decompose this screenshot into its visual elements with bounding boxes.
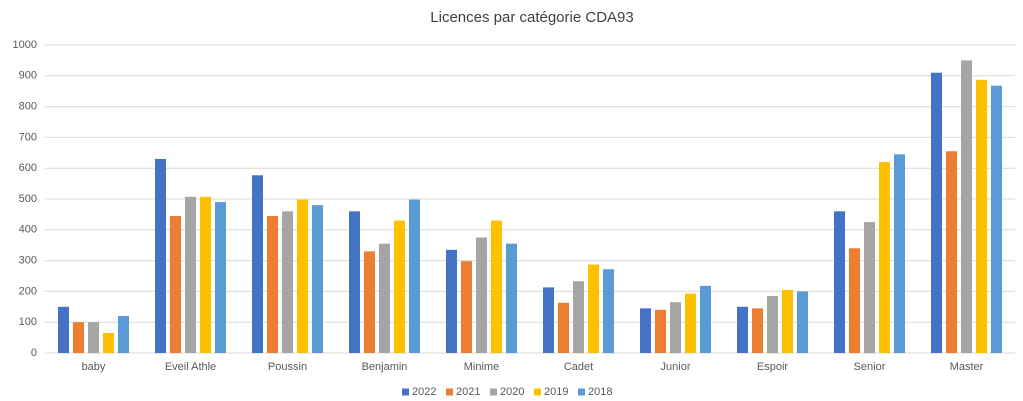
y-tick-label: 400: [19, 224, 37, 236]
bar: [409, 199, 420, 353]
x-tick-label: Minime: [464, 361, 499, 373]
bar: [991, 85, 1002, 353]
bar: [573, 281, 584, 353]
bar: [558, 302, 569, 353]
x-tick-label: baby: [82, 361, 106, 373]
y-tick-label: 1000: [13, 39, 37, 51]
legend-label: 2019: [544, 386, 568, 398]
chart-title: Licences par catégorie CDA93: [430, 9, 633, 26]
bar: [155, 158, 166, 353]
bar: [118, 316, 129, 353]
bar: [170, 215, 181, 353]
bar: [267, 215, 278, 353]
legend-label: 2018: [588, 386, 612, 398]
x-tick-label: Poussin: [268, 361, 307, 373]
bar: [543, 287, 554, 353]
bar: [879, 162, 890, 353]
bar: [603, 269, 614, 353]
bar: [506, 243, 517, 353]
y-tick-label: 300: [19, 255, 37, 267]
x-tick-label: Eveil Athle: [165, 361, 216, 373]
bar: [849, 248, 860, 353]
bar: [640, 308, 651, 353]
x-tick-label: Benjamin: [362, 361, 408, 373]
bar: [185, 196, 196, 353]
legend-label: 2021: [456, 386, 480, 398]
bar: [103, 332, 114, 353]
bar: [200, 196, 211, 353]
bar: [894, 154, 905, 353]
legend-label: 2020: [500, 386, 524, 398]
bar: [782, 289, 793, 353]
bar: [364, 251, 375, 353]
bar: [931, 72, 942, 353]
y-tick-label: 0: [31, 347, 37, 359]
x-tick-label: Junior: [661, 361, 691, 373]
bar: [282, 211, 293, 353]
x-tick-label: Master: [950, 361, 984, 373]
bar: [685, 293, 696, 353]
bar: [349, 211, 360, 353]
bar: [737, 306, 748, 353]
bar: [312, 205, 323, 353]
bar: [670, 302, 681, 353]
y-tick-label: 100: [19, 316, 37, 328]
bar: [864, 222, 875, 353]
y-tick-label: 700: [19, 131, 37, 143]
bar: [946, 151, 957, 353]
bar: [73, 322, 84, 353]
x-tick-label: Senior: [854, 361, 886, 373]
legend-swatch: [402, 388, 409, 396]
bar: [252, 175, 263, 353]
legend-swatch: [578, 388, 585, 396]
bar: [976, 79, 987, 353]
y-tick-label: 200: [19, 285, 37, 297]
bar: [215, 202, 226, 353]
bar: [655, 309, 666, 353]
bar: [379, 243, 390, 353]
bar: [752, 308, 763, 353]
bar: [797, 291, 808, 353]
y-tick-label: 600: [19, 162, 37, 174]
legend-label: 2022: [412, 386, 436, 398]
y-tick-label: 800: [19, 101, 37, 113]
bar: [58, 306, 69, 353]
bar: [588, 264, 599, 353]
bar: [394, 220, 405, 353]
bar: [297, 199, 308, 353]
bar: [476, 237, 487, 353]
bar: [491, 220, 502, 353]
x-tick-label: Espoir: [757, 361, 789, 373]
y-tick-label: 900: [19, 70, 37, 82]
bar: [961, 60, 972, 354]
bar: [461, 261, 472, 353]
y-tick-label: 500: [19, 193, 37, 205]
bar: [700, 285, 711, 353]
bar: [767, 296, 778, 353]
bar: [834, 211, 845, 353]
legend-swatch: [534, 388, 541, 396]
bar: [446, 249, 457, 353]
bar: [88, 322, 99, 353]
legend-swatch: [490, 388, 497, 396]
legend-swatch: [446, 388, 453, 396]
x-tick-label: Cadet: [564, 361, 593, 373]
